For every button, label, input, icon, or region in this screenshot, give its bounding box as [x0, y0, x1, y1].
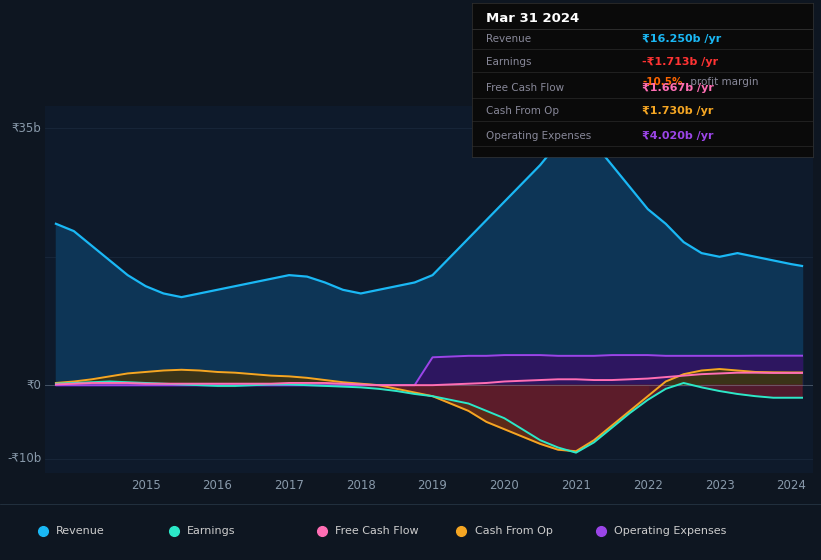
Text: Cash From Op: Cash From Op [475, 526, 553, 536]
Text: ₹1.730b /yr: ₹1.730b /yr [643, 106, 713, 116]
Text: profit margin: profit margin [686, 77, 759, 87]
Text: ₹1.667b /yr: ₹1.667b /yr [643, 83, 714, 93]
Text: ₹0: ₹0 [26, 379, 41, 391]
Text: Free Cash Flow: Free Cash Flow [335, 526, 419, 536]
Text: -₹10b: -₹10b [7, 452, 41, 465]
Text: Earnings: Earnings [486, 57, 531, 67]
Text: ₹16.250b /yr: ₹16.250b /yr [643, 34, 722, 44]
Text: Operating Expenses: Operating Expenses [614, 526, 727, 536]
Text: Cash From Op: Cash From Op [486, 106, 559, 116]
Text: Operating Expenses: Operating Expenses [486, 130, 591, 141]
Text: ₹4.020b /yr: ₹4.020b /yr [643, 130, 714, 141]
Text: ₹35b: ₹35b [11, 122, 41, 135]
Text: Revenue: Revenue [486, 34, 531, 44]
Text: Mar 31 2024: Mar 31 2024 [486, 12, 579, 25]
Text: Earnings: Earnings [187, 526, 236, 536]
Text: -₹1.713b /yr: -₹1.713b /yr [643, 57, 718, 67]
Text: Revenue: Revenue [56, 526, 104, 536]
Text: -10.5%: -10.5% [643, 77, 683, 87]
Text: Free Cash Flow: Free Cash Flow [486, 83, 564, 93]
